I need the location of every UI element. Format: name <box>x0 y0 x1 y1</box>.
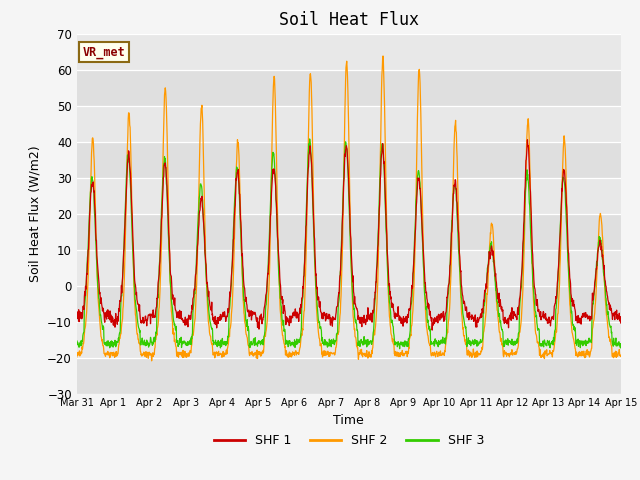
SHF 3 <box>73 338 81 344</box>
SHF 2 <box>553 324 561 330</box>
SHF 2 <box>434 354 442 360</box>
SHF 3 <box>306 136 314 142</box>
SHF 1 <box>434 314 442 320</box>
Bar <box>77 142 621 178</box>
SHF 2 <box>255 351 263 357</box>
SHF 3 <box>505 339 513 345</box>
SHF 3 <box>434 342 442 348</box>
Title: Soil Heat Flux: Soil Heat Flux <box>279 11 419 29</box>
Line: SHF 1: SHF 1 <box>77 140 621 330</box>
SHF 3 <box>396 346 403 351</box>
Bar <box>77 358 621 394</box>
Line: SHF 3: SHF 3 <box>77 139 621 348</box>
SHF 2 <box>379 53 387 59</box>
SHF 1 <box>180 319 188 324</box>
SHF 1 <box>553 288 561 293</box>
SHF 1 <box>73 315 81 321</box>
SHF 2 <box>195 225 202 231</box>
SHF 2 <box>181 348 189 354</box>
SHF 2 <box>505 351 513 357</box>
Bar <box>77 214 621 250</box>
SHF 2 <box>617 353 625 359</box>
SHF 1 <box>194 241 202 247</box>
Legend: SHF 1, SHF 2, SHF 3: SHF 1, SHF 2, SHF 3 <box>209 429 489 452</box>
Line: SHF 2: SHF 2 <box>77 56 621 361</box>
SHF 2 <box>148 358 156 364</box>
SHF 1 <box>617 320 625 326</box>
SHF 3 <box>553 294 561 300</box>
SHF 1 <box>505 325 513 331</box>
SHF 1 <box>524 137 531 143</box>
SHF 2 <box>73 354 81 360</box>
SHF 3 <box>617 341 625 347</box>
Bar <box>77 286 621 322</box>
SHF 3 <box>194 223 202 229</box>
X-axis label: Time: Time <box>333 414 364 427</box>
Y-axis label: Soil Heat Flux (W/m2): Soil Heat Flux (W/m2) <box>29 145 42 282</box>
SHF 3 <box>180 340 188 346</box>
SHF 1 <box>428 327 436 333</box>
Text: VR_met: VR_met <box>82 46 125 59</box>
Bar <box>77 70 621 106</box>
SHF 3 <box>255 338 262 344</box>
SHF 1 <box>255 319 262 325</box>
